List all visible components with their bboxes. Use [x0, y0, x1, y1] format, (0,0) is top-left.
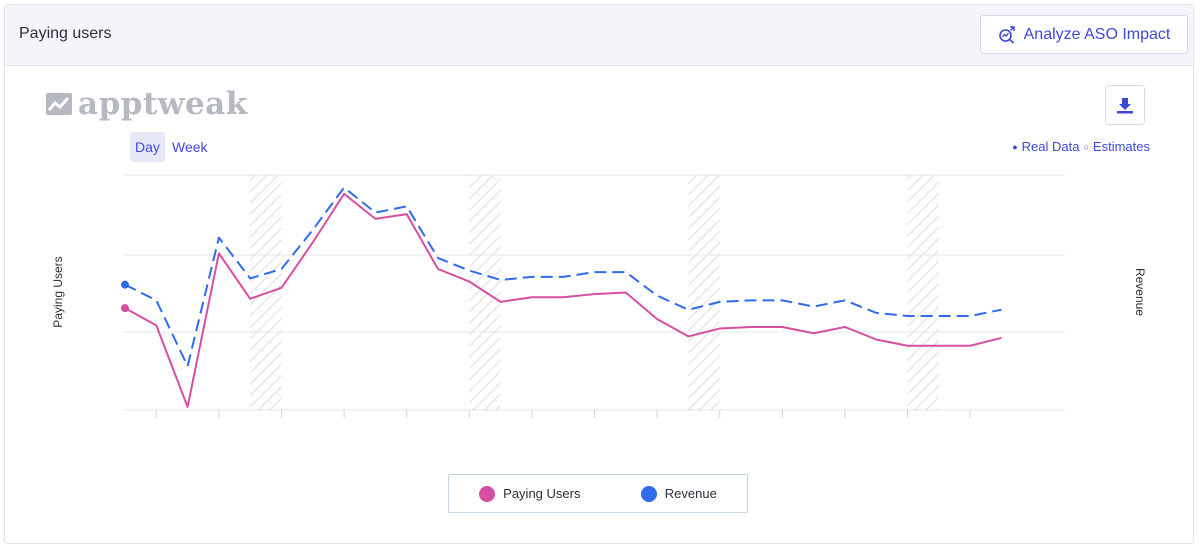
apptweak-logo: apptweak [46, 86, 248, 122]
logo-text: apptweak [78, 86, 248, 122]
paying-users-chart [121, 174, 1065, 418]
card-title: Paying users [19, 25, 112, 42]
tab-day[interactable]: Day [130, 132, 165, 162]
paying-users-card: Paying users Analyze ASO Impact [4, 4, 1194, 544]
logo-chart-icon [46, 93, 72, 115]
weekend-band-3 [907, 175, 939, 410]
legend-label-revenue: Revenue [664, 486, 717, 501]
download-button[interactable] [1105, 85, 1145, 125]
data-type-legend: ● Real Data ○ Estimates [1012, 139, 1150, 154]
y-axis-title-right: Revenue [1133, 267, 1147, 317]
download-icon [1117, 98, 1133, 114]
legend-item-paying-users[interactable]: Paying Users [479, 485, 581, 502]
real-data-label[interactable]: Real Data [1021, 139, 1080, 154]
series-start-point-paying-users [121, 304, 129, 313]
tab-week[interactable]: Week [172, 139, 208, 155]
legend-item-revenue[interactable]: Revenue [640, 485, 717, 502]
y-axis-title-left: Paying Users [51, 256, 65, 328]
legend-swatch-revenue [640, 485, 657, 502]
analyze-aso-impact-button[interactable]: Analyze ASO Impact [980, 15, 1188, 54]
card-header: Paying users Analyze ASO Impact [5, 5, 1193, 66]
series-line-paying-users [124, 192, 1002, 408]
series-start-point-revenue [121, 280, 129, 289]
analyze-label: Analyze ASO Impact [1023, 25, 1171, 43]
legend-swatch-paying-users [479, 485, 496, 502]
series-line-revenue [124, 186, 1002, 368]
estimates-label[interactable]: Estimates [1092, 139, 1150, 154]
real-data-dot-icon: ● [1012, 141, 1018, 152]
weekend-band-2 [688, 175, 720, 410]
legend-label-paying-users: Paying Users [503, 486, 581, 501]
chart-legend: Paying Users Revenue [448, 474, 748, 513]
estimates-dot-icon: ○ [1083, 141, 1089, 152]
analyze-icon [998, 25, 1016, 44]
